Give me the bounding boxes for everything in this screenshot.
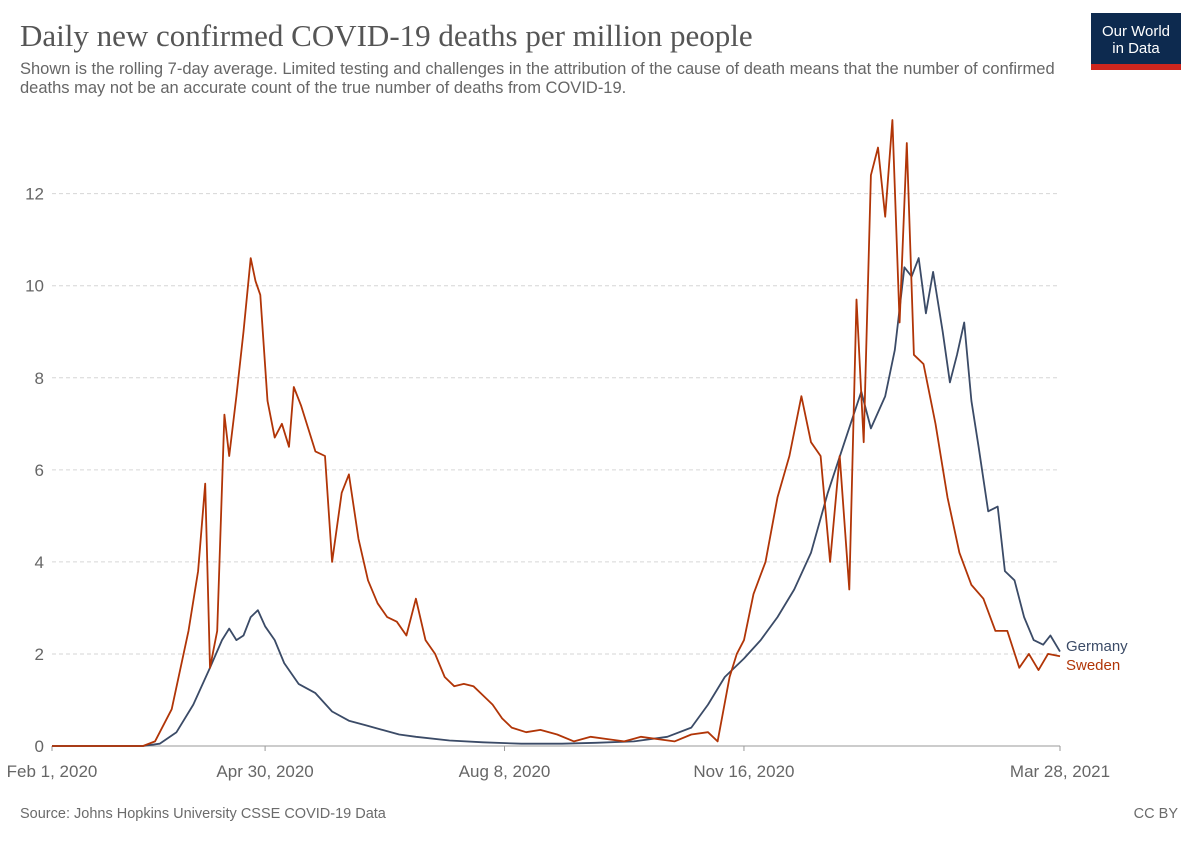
x-tick-label: Mar 28, 2021 (1010, 762, 1110, 781)
y-tick-label: 6 (35, 461, 44, 480)
owid-logo[interactable]: Our World in Data (1091, 13, 1181, 70)
x-tick-label: Feb 1, 2020 (7, 762, 98, 781)
logo-line-1: Our World (1101, 23, 1171, 40)
y-tick-label: 8 (35, 369, 44, 388)
series-lines (52, 119, 1061, 747)
x-tick-label: Nov 16, 2020 (693, 762, 794, 781)
license-note[interactable]: CC BY (1133, 806, 1178, 822)
series-line-sweden[interactable] (52, 119, 1061, 747)
series-labels: Germany Sweden (1066, 638, 1128, 674)
y-tick-label: 2 (35, 645, 44, 664)
y-tick-label: 12 (25, 185, 44, 204)
line-chart: 0 2 4 6 8 10 12 Feb 1, 2020 Apr 30, 2020 Aug 8, … (7, 119, 1128, 781)
source-note[interactable]: Source: Johns Hopkins University CSSE CO… (20, 806, 386, 822)
gridlines (52, 193, 1060, 655)
x-axis-ticks: Feb 1, 2020 Apr 30, 2020 Aug 8, 2020 Nov 16… (7, 745, 1110, 781)
series-line-germany[interactable] (52, 257, 1061, 747)
x-tick-label: Apr 30, 2020 (216, 762, 313, 781)
y-tick-label: 0 (35, 737, 44, 756)
series-label-sweden[interactable]: Sweden (1066, 657, 1120, 674)
x-tick-label: Aug 8, 2020 (459, 762, 551, 781)
logo-line-2: in Data (1112, 40, 1160, 57)
logo-accent-bar (1091, 64, 1181, 70)
y-tick-label: 10 (25, 277, 44, 296)
y-tick-label: 4 (35, 553, 44, 572)
y-axis-ticks: 0 2 4 6 8 10 12 (25, 185, 44, 756)
chart-subtitle: Shown is the rolling 7-day average. Limi… (20, 60, 1055, 97)
series-label-germany[interactable]: Germany (1066, 638, 1128, 655)
chart-title: Daily new confirmed COVID-19 deaths per … (20, 18, 753, 53)
